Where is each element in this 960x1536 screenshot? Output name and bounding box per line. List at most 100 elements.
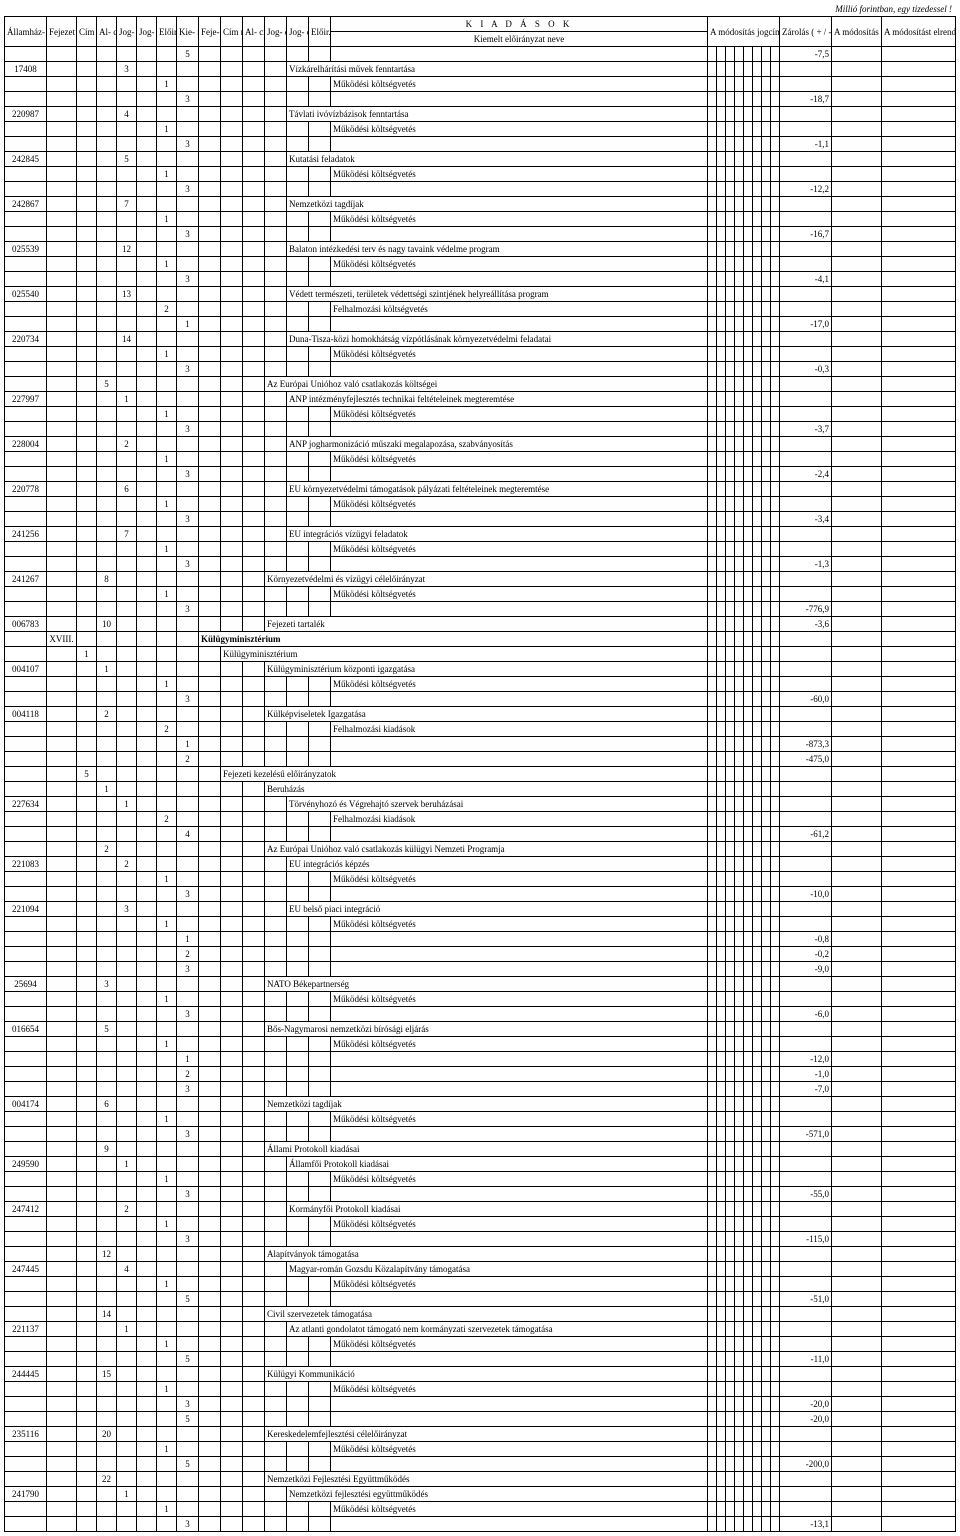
mod-cell xyxy=(753,842,762,857)
cell-ecs xyxy=(157,707,177,722)
cell-jogszabaly xyxy=(882,77,956,92)
cell-alcim xyxy=(97,1397,117,1412)
cell-name: Duna-Tisza-közi homokhátság vízpótlásána… xyxy=(287,332,708,347)
mod-cell xyxy=(771,77,780,92)
cell-jcs xyxy=(117,1217,137,1232)
cell-ke xyxy=(177,1487,199,1502)
cell-ecs xyxy=(157,527,177,542)
cell-alcim xyxy=(97,1082,117,1097)
indent-cell xyxy=(243,557,265,572)
mod-cell xyxy=(717,1067,726,1082)
unit-note: Millió forintban, egy tizedessel ! xyxy=(4,4,952,14)
cell-id: 025539 xyxy=(5,242,47,257)
cell-ecs xyxy=(157,362,177,377)
indent-cell xyxy=(221,1112,243,1127)
mod-cell xyxy=(753,1097,762,1112)
indent-cell xyxy=(221,1007,243,1022)
cell-alcim xyxy=(97,752,117,767)
indent-cell xyxy=(221,722,243,737)
indent-cell xyxy=(199,497,221,512)
mod-cell xyxy=(744,842,753,857)
indent-cell xyxy=(243,212,265,227)
cell-ecs xyxy=(157,1247,177,1262)
cell-amount xyxy=(780,1367,832,1382)
mod-cell xyxy=(771,1247,780,1262)
indent-cell xyxy=(287,1397,309,1412)
cell-alcim xyxy=(97,692,117,707)
mod-cell xyxy=(717,1487,726,1502)
mod-cell xyxy=(744,917,753,932)
indent-cell xyxy=(199,272,221,287)
cell-ke: 3 xyxy=(177,227,199,242)
cell-fej xyxy=(47,662,77,677)
cell-amount: -1,0 xyxy=(780,1067,832,1082)
mod-cell xyxy=(753,1082,762,1097)
indent-cell xyxy=(199,1022,221,1037)
indent-cell xyxy=(199,332,221,347)
cell-id xyxy=(5,1217,47,1232)
indent-cell xyxy=(221,842,243,857)
cell-cim xyxy=(77,392,97,407)
indent-cell xyxy=(243,197,265,212)
indent-cell xyxy=(243,962,265,977)
indent-cell xyxy=(199,227,221,242)
cell-amount xyxy=(780,302,832,317)
mod-cell xyxy=(708,137,717,152)
cell-id: 241790 xyxy=(5,1487,47,1502)
indent-cell xyxy=(199,1247,221,1262)
indent-cell xyxy=(199,362,221,377)
mod-cell xyxy=(717,272,726,287)
indent-cell xyxy=(287,1337,309,1352)
mod-cell xyxy=(717,1157,726,1172)
cell-id xyxy=(5,587,47,602)
cell-cim xyxy=(77,167,97,182)
mod-cell xyxy=(744,362,753,377)
cell-cim xyxy=(77,1442,97,1457)
indent-cell xyxy=(287,1352,309,1367)
cell-ecs: 1 xyxy=(157,1037,177,1052)
cell-ecs xyxy=(157,977,177,992)
mod-cell xyxy=(762,827,771,842)
mod-cell xyxy=(717,677,726,692)
cell-jc xyxy=(137,122,157,137)
mod-cell xyxy=(708,1322,717,1337)
table-row: 2428677Nemzetközi tagdíjak xyxy=(5,197,956,212)
mod-cell xyxy=(771,737,780,752)
cell-jcs xyxy=(117,677,137,692)
mod-cell xyxy=(744,1097,753,1112)
cell-fej xyxy=(47,992,77,1007)
cell-jcs: 4 xyxy=(117,1262,137,1277)
cell-fej xyxy=(47,647,77,662)
mod-cell xyxy=(708,1217,717,1232)
cell-jc xyxy=(137,1217,157,1232)
h-hat: A módosítás következő évre áthúzódó hatá… xyxy=(832,17,882,47)
cell-id xyxy=(5,842,47,857)
mod-cell xyxy=(753,767,762,782)
indent-cell xyxy=(199,302,221,317)
mod-cell xyxy=(717,752,726,767)
cell-amount xyxy=(780,542,832,557)
indent-cell xyxy=(199,797,221,812)
mod-cell xyxy=(753,752,762,767)
cell-alcim xyxy=(97,1277,117,1292)
cell-jcs xyxy=(117,572,137,587)
mod-cell xyxy=(744,77,753,92)
mod-cell xyxy=(708,1247,717,1262)
table-row: 1Működési költségvetés xyxy=(5,587,956,602)
cell-ecs xyxy=(157,512,177,527)
cell-hatasa xyxy=(832,1247,882,1262)
cell-amount xyxy=(780,77,832,92)
indent-cell xyxy=(265,1202,287,1217)
cell-ecs xyxy=(157,1457,177,1472)
cell-hatasa xyxy=(832,167,882,182)
cell-alcim xyxy=(97,737,117,752)
mod-cell xyxy=(762,917,771,932)
indent-cell xyxy=(265,257,287,272)
cell-id xyxy=(5,767,47,782)
cell-ecs: 1 xyxy=(157,587,177,602)
mod-cell xyxy=(744,407,753,422)
mod-cell xyxy=(753,287,762,302)
cell-ke: 4 xyxy=(177,827,199,842)
indent-cell xyxy=(221,452,243,467)
cell-jogszabaly xyxy=(882,707,956,722)
